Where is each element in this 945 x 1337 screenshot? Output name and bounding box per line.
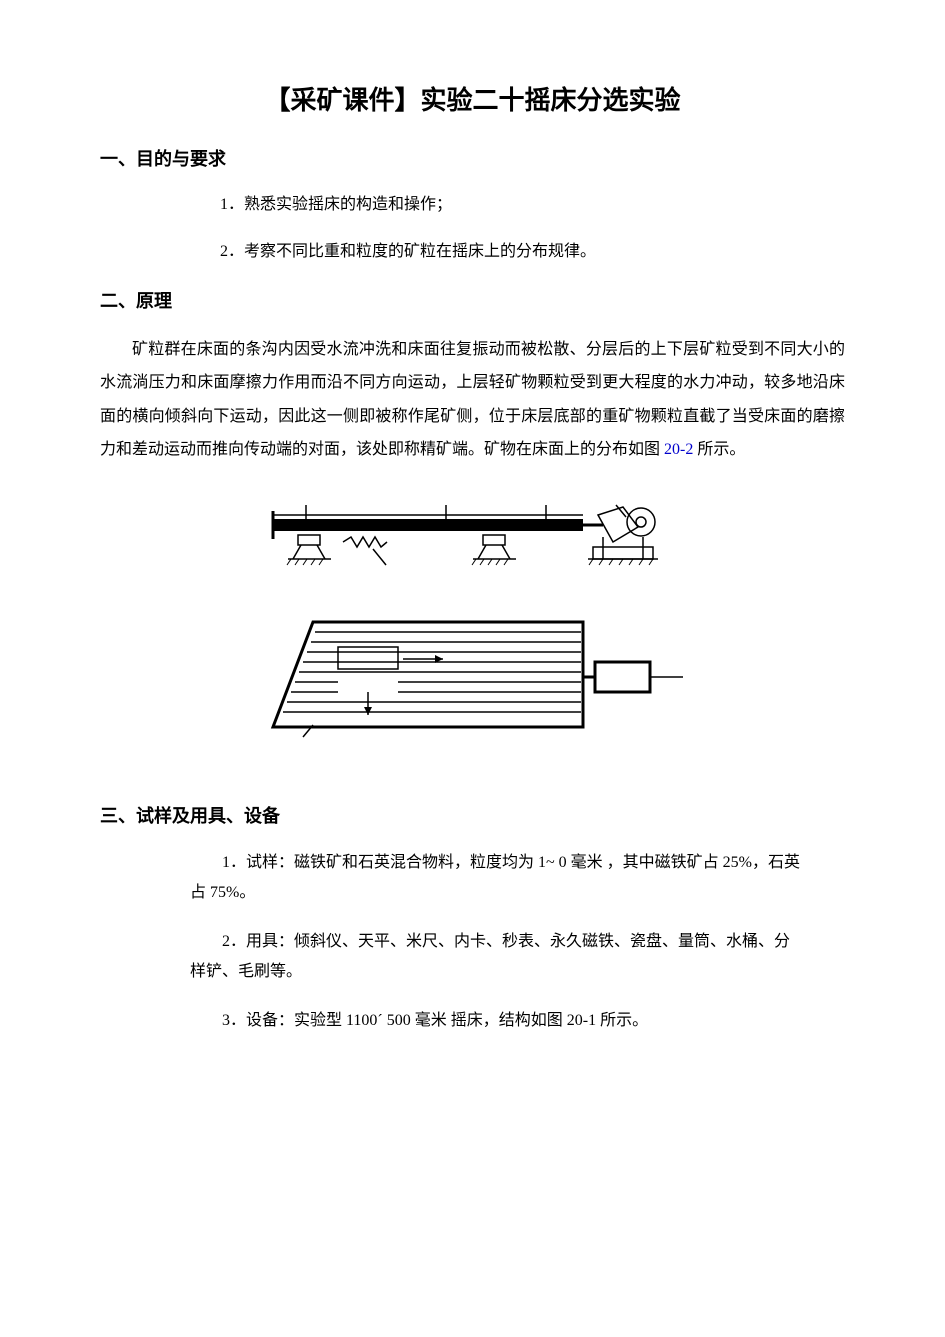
- drive-mechanism-icon: [583, 507, 658, 565]
- s3-item-3: 3．设备：实验型 1100´ 500 毫米 摇床，结构如图 20-1 所示。: [190, 1006, 805, 1036]
- s2-paragraph: 矿粒群在床面的条沟内因受水流冲洗和床面往复振动而被松散、分层后的上下层矿粒受到不…: [100, 333, 845, 467]
- s1-item-1: 1．熟悉实验摇床的构造和操作；: [220, 191, 845, 220]
- figure-20-1: [100, 487, 845, 772]
- support-mid-icon: [472, 535, 516, 565]
- document-title: 【采矿课件】实验二十摇床分选实验: [100, 80, 845, 117]
- s2-text-b: 所示。: [693, 441, 745, 458]
- support-left-icon: [287, 535, 331, 565]
- section-2-heading: 二、原理: [100, 287, 845, 313]
- s1-item-2: 2．考察不同比重和粒度的矿粒在摇床上的分布规律。: [220, 238, 845, 267]
- figure-ref-20-2: 20-2: [664, 441, 693, 458]
- section-1-heading: 一、目的与要求: [100, 145, 845, 171]
- s3-item-2: 2．用具：倾斜仪、天平、米尺、内卡、秒表、永久磁铁、瓷盘、量筒、水桶、分样铲、毛…: [190, 927, 805, 988]
- shaking-table-diagram-icon: [243, 487, 703, 767]
- section-3-heading: 三、试样及用具、设备: [100, 802, 845, 828]
- s3-item-1: 1．试样：磁铁矿和石英混合物料，粒度均为 1~ 0 毫米 ，其中磁铁矿占 25%…: [190, 848, 805, 909]
